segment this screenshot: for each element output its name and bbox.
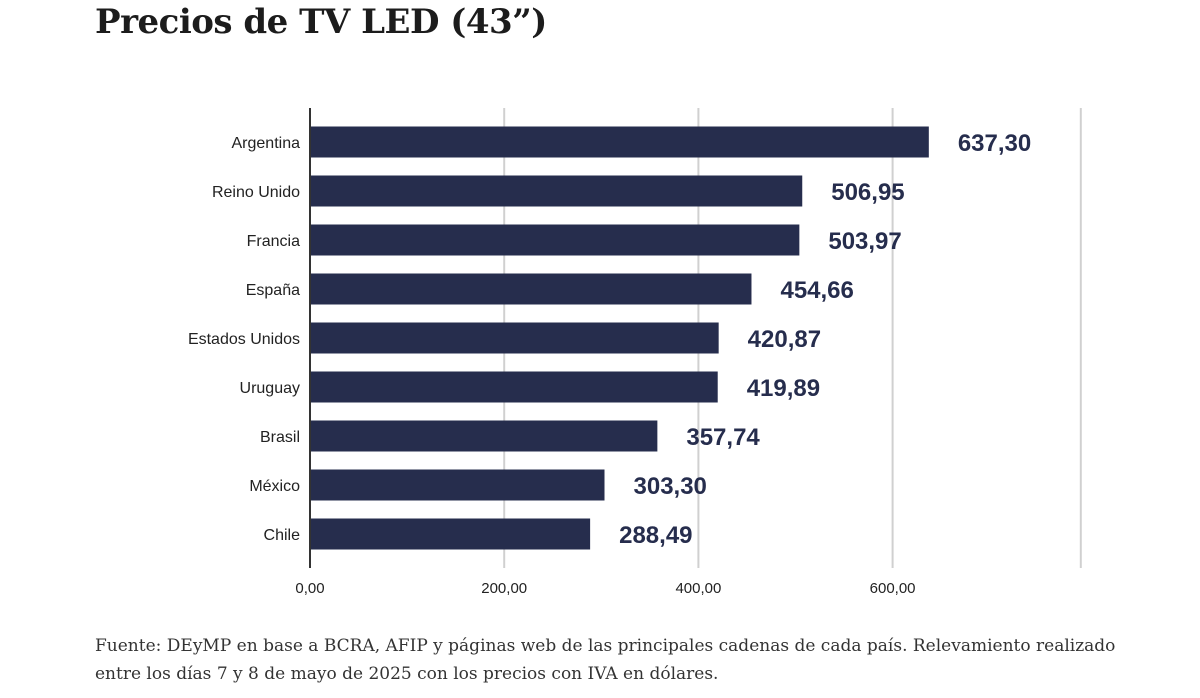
category-label: Francia xyxy=(247,233,300,250)
category-label: Brasil xyxy=(260,429,300,446)
bar xyxy=(310,371,718,403)
bar xyxy=(310,224,800,256)
bar-chart: Argentina Reino Unido Francia España Estados… xyxy=(188,108,1082,597)
category-label: México xyxy=(249,478,300,495)
x-tick-label: 400,00 xyxy=(675,580,721,597)
x-axis-ticks: 0,00 200,00 400,00 600,00 xyxy=(295,580,915,597)
value-label: 637,30 xyxy=(958,130,1031,157)
value-label: 288,49 xyxy=(619,522,692,549)
category-label: España xyxy=(246,282,300,299)
bar xyxy=(310,469,605,501)
value-label: 419,89 xyxy=(747,375,820,402)
bar xyxy=(310,175,803,207)
category-label: Argentina xyxy=(232,135,301,152)
value-labels: 637,30 506,95 503,97 454,66 420,87 419,89 357,… xyxy=(619,130,1031,549)
source-note: Fuente: DEyMP en base a BCRA, AFIP y pág… xyxy=(95,636,1116,684)
bar xyxy=(310,420,658,452)
x-tick-label: 200,00 xyxy=(481,580,527,597)
value-label: 357,74 xyxy=(686,424,760,451)
value-label: 503,97 xyxy=(828,228,901,255)
value-label: 303,30 xyxy=(634,473,707,500)
category-labels: Argentina Reino Unido Francia España Estados… xyxy=(188,135,300,544)
category-label: Estados Unidos xyxy=(188,331,300,348)
bar xyxy=(310,126,929,158)
bar xyxy=(310,273,752,305)
bar xyxy=(310,518,591,550)
value-label: 506,95 xyxy=(831,179,904,206)
value-label: 454,66 xyxy=(780,277,853,304)
x-tick-label: 0,00 xyxy=(295,580,324,597)
chart-title: Precios de TV LED (43”) xyxy=(95,2,547,42)
x-tick-label: 600,00 xyxy=(870,580,916,597)
bar xyxy=(310,322,719,354)
category-label: Chile xyxy=(264,527,301,544)
value-label: 420,87 xyxy=(748,326,821,353)
category-label: Reino Unido xyxy=(212,184,300,201)
category-label: Uruguay xyxy=(240,380,300,397)
bars xyxy=(310,126,929,550)
